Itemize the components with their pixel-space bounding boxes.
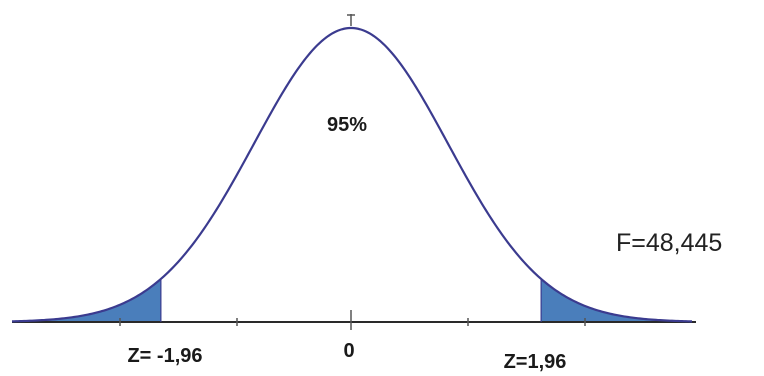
right-rejection-region (541, 278, 692, 322)
left-rejection-region (12, 278, 161, 322)
right-critical-z-label: Z=1,96 (504, 351, 567, 373)
bell-curve (11, 26, 693, 323)
mean-label: 0 (343, 340, 354, 362)
center-percent-label: 95% (327, 114, 367, 136)
left-critical-z-label: Z= -1,96 (127, 345, 202, 367)
f-statistic-label: F=48,445 (616, 229, 722, 257)
